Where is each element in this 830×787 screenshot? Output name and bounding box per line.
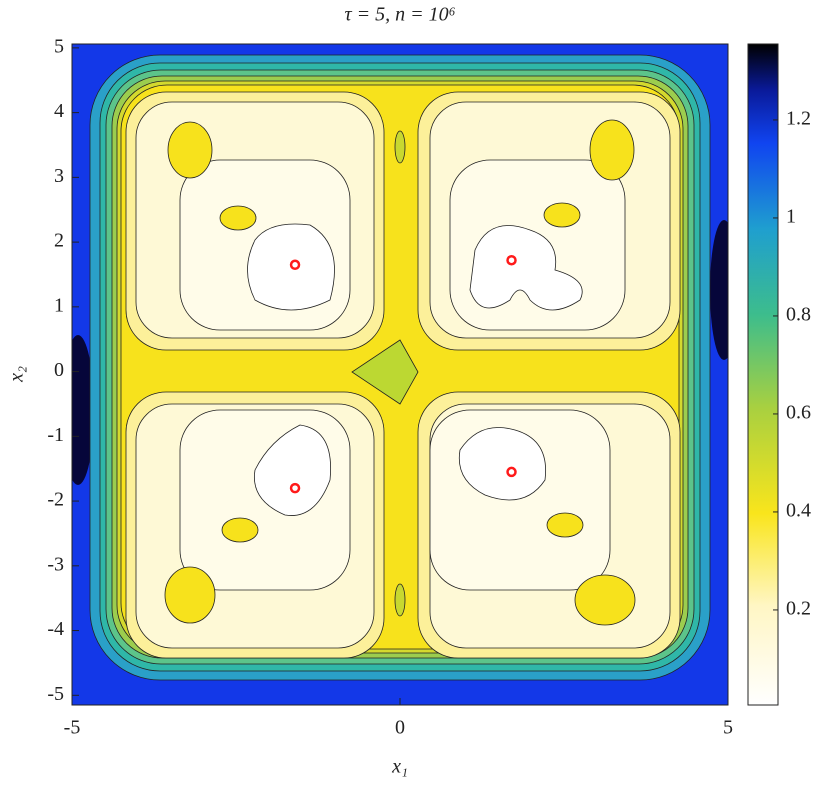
contour-fill <box>72 44 728 705</box>
colorbar-tick-label: 1.2 <box>786 108 811 130</box>
colorbar-tick-label: 0.2 <box>786 598 811 620</box>
y-tick-label: 4 <box>54 100 64 122</box>
x-tick-label: 0 <box>395 717 405 739</box>
x-tick-label: 5 <box>723 717 733 739</box>
x-axis-label: x₁ <box>391 756 408 778</box>
minimum-marker <box>506 466 517 478</box>
y-tick-label: 3 <box>54 165 64 187</box>
y-tick-label: 0 <box>54 359 64 381</box>
y-axis-label: x₂ <box>6 366 28 383</box>
colorbar-tick-label: 0.8 <box>786 304 811 326</box>
y-tick-label: -4 <box>47 618 64 640</box>
y-tick-label: 5 <box>54 35 64 57</box>
quadrants <box>125 91 681 659</box>
colorbar-tick-label: 0.4 <box>786 500 811 522</box>
y-tick-label: -3 <box>47 553 64 575</box>
colorbar <box>747 43 779 706</box>
chart-title: τ = 5, n = 10⁶ <box>344 4 455 26</box>
y-tick-label: -1 <box>47 424 64 446</box>
y-tick-label: 1 <box>54 294 64 316</box>
minimum-marker <box>289 482 301 494</box>
colorbar-tick-label: 0.6 <box>786 402 811 424</box>
contour-level <box>710 220 728 360</box>
x-tick-label: -5 <box>64 717 81 739</box>
minimum-marker <box>506 254 517 266</box>
y-tick-label: -2 <box>47 489 64 511</box>
colorbar-tick-label: 1 <box>786 206 796 228</box>
y-tick-label: 2 <box>54 230 64 252</box>
contour-level <box>72 335 94 485</box>
minimum-marker <box>289 259 301 271</box>
y-tick-label: -5 <box>47 683 64 705</box>
contour-level <box>351 339 419 405</box>
